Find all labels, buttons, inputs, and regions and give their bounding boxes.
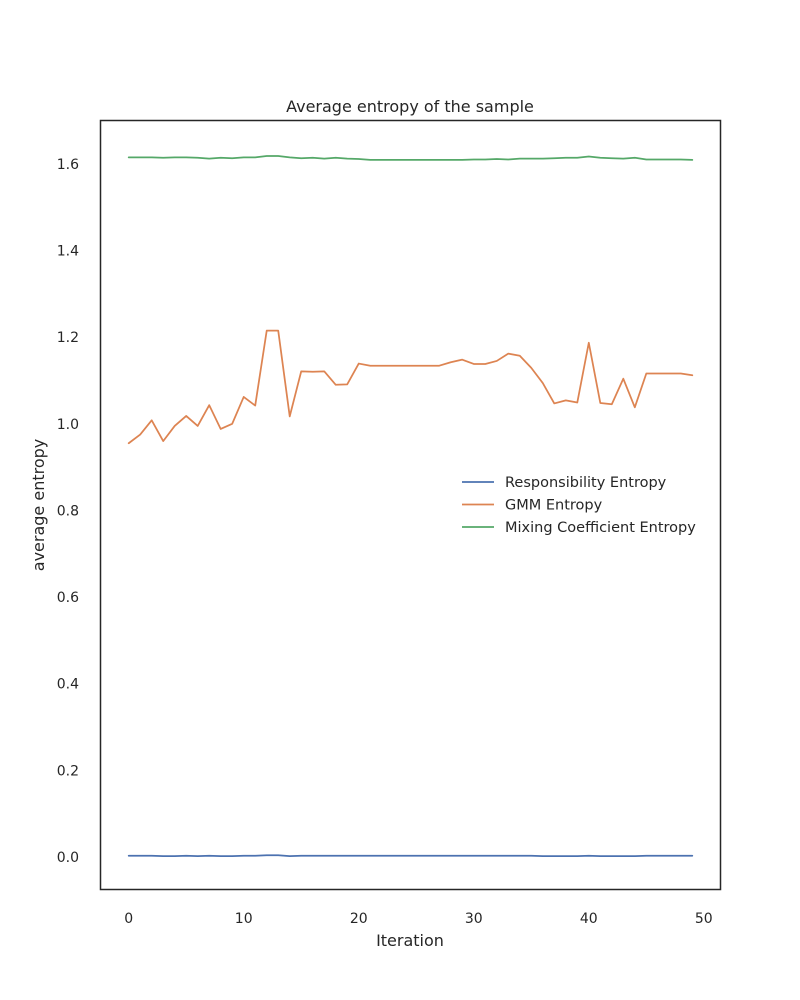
- x-tick-label: 40: [580, 911, 598, 927]
- chart-title: Average entropy of the sample: [286, 97, 534, 116]
- x-tick-label: 10: [235, 911, 253, 927]
- x-tick-label: 50: [695, 911, 713, 927]
- y-axis-title: average entropy: [29, 439, 48, 571]
- y-axis-ticks: 0.0 0.2 0.4 0.6 0.8 1.0 1.2 1.4 1.6: [57, 157, 79, 866]
- y-tick-label: 1.6: [57, 157, 79, 173]
- plot-frame: [99, 119, 722, 891]
- series-line-0: [127, 854, 694, 858]
- x-tick-label: 30: [465, 911, 483, 927]
- y-tick-label: 1.2: [57, 330, 79, 346]
- y-tick-label: 0.2: [57, 763, 79, 779]
- series-layer: [127, 155, 694, 858]
- y-tick-label: 0.6: [57, 590, 79, 606]
- legend-label-2: Mixing Coefficient Entropy: [505, 520, 696, 536]
- x-tick-label: 20: [350, 911, 368, 927]
- x-axis-ticks: 0 10 20 30 40 50: [124, 911, 713, 927]
- y-tick-label: 1.4: [57, 243, 79, 259]
- legend-label-0: Responsibility Entropy: [505, 475, 667, 491]
- x-axis-title: Iteration: [376, 931, 444, 950]
- y-tick-label: 0.8: [57, 503, 79, 519]
- y-tick-label: 0.4: [57, 677, 79, 693]
- legend-label-1: GMM Entropy: [505, 498, 603, 514]
- series-line-2: [127, 155, 694, 161]
- y-tick-label: 1.0: [57, 417, 79, 433]
- series-line-1: [127, 329, 694, 445]
- x-tick-label: 0: [124, 911, 133, 927]
- y-tick-label: 0.0: [57, 850, 79, 866]
- legend: Responsibility Entropy GMM Entropy Mixing …: [462, 475, 696, 536]
